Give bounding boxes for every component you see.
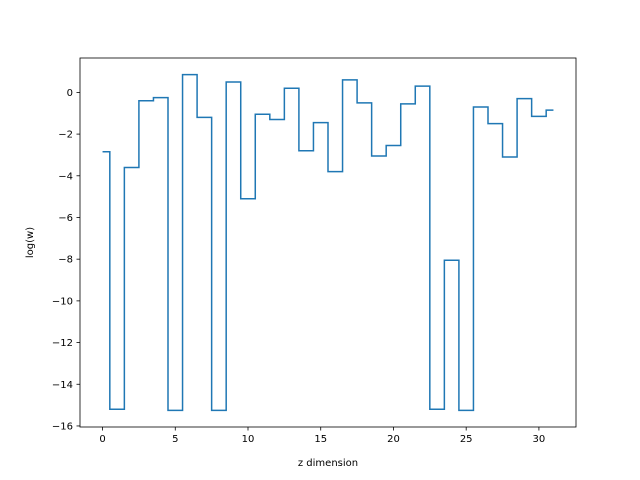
x-tick-label: 5 [172, 434, 178, 445]
y-tick-label: −2 [58, 130, 73, 141]
x-tick-label: 15 [314, 434, 327, 445]
y-axis-label: log(w) [25, 227, 36, 258]
axes-frame [79, 57, 577, 428]
series-line [102, 73, 554, 412]
y-tick-label: −10 [52, 296, 73, 307]
x-tick-label: 20 [387, 434, 400, 445]
y-tick-label: −16 [52, 421, 73, 432]
y-tick-label: −12 [52, 338, 73, 349]
axes: 0 5 10 15 20 25 30 0 −2 −4 −6 −8 −10 −12 −14 −16 [52, 57, 577, 445]
x-tick-label: 30 [533, 434, 546, 445]
y-tick-label: −4 [58, 171, 73, 182]
y-tick-label: −6 [58, 213, 73, 224]
x-tick-label: 25 [460, 434, 473, 445]
x-tick-label: 10 [242, 434, 255, 445]
plot-area [102, 73, 554, 412]
x-tick-label: 0 [99, 434, 105, 445]
y-tick-label: 0 [67, 88, 73, 99]
x-axis-label: z dimension [298, 458, 358, 469]
y-tick-label: −8 [58, 255, 73, 266]
y-tick-label: −14 [52, 380, 73, 391]
